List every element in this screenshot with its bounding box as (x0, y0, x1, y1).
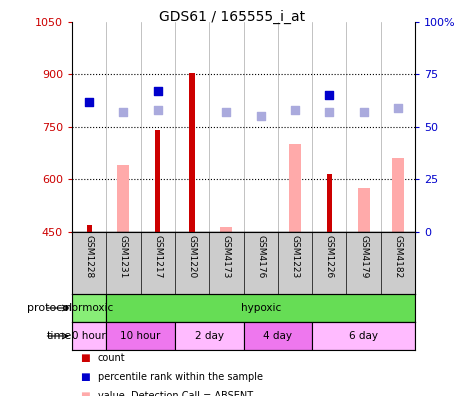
Text: GSM4179: GSM4179 (359, 235, 368, 278)
Text: GSM4173: GSM4173 (222, 235, 231, 278)
Bar (327, 174, 332, 232)
Text: ■: ■ (80, 391, 90, 396)
Text: GSM1231: GSM1231 (119, 235, 128, 278)
Bar (220, 227, 232, 232)
Bar (289, 145, 301, 232)
Point (394, 105, 402, 111)
Text: 10 hour: 10 hour (120, 331, 161, 341)
Point (326, 109, 333, 116)
Text: protocol: protocol (27, 303, 72, 313)
Point (154, 107, 161, 113)
Bar (72, 322, 106, 350)
Text: time: time (47, 331, 72, 341)
Text: 2 day: 2 day (195, 331, 224, 341)
Text: hypoxic: hypoxic (240, 303, 281, 313)
Bar (358, 188, 370, 232)
Text: GSM1217: GSM1217 (153, 235, 162, 278)
Bar (72, 294, 106, 322)
Text: normoxic: normoxic (65, 303, 113, 313)
Text: GSM1220: GSM1220 (187, 235, 197, 278)
Text: count: count (98, 353, 125, 363)
Point (360, 109, 367, 116)
Bar (189, 73, 195, 232)
Bar (312, 322, 415, 350)
Bar (392, 158, 404, 232)
Bar (244, 322, 312, 350)
Text: value, Detection Call = ABSENT: value, Detection Call = ABSENT (98, 391, 253, 396)
Text: GSM4182: GSM4182 (393, 235, 402, 278)
Text: GDS61 / 165555_i_at: GDS61 / 165555_i_at (159, 10, 306, 24)
Text: 4 day: 4 day (263, 331, 292, 341)
Point (86, 99, 93, 105)
Text: GSM1228: GSM1228 (85, 235, 93, 278)
Point (257, 113, 265, 120)
Text: GSM4176: GSM4176 (256, 235, 265, 278)
Text: GSM1226: GSM1226 (325, 235, 334, 278)
Bar (175, 322, 244, 350)
Text: ■: ■ (80, 353, 90, 363)
Point (120, 109, 127, 116)
Text: GSM1223: GSM1223 (291, 235, 299, 278)
Text: 6 day: 6 day (349, 331, 378, 341)
Bar (155, 131, 160, 232)
Bar (86, 225, 92, 232)
Bar (106, 322, 175, 350)
Text: 0 hour: 0 hour (72, 331, 106, 341)
Point (326, 92, 333, 99)
Point (223, 109, 230, 116)
Text: percentile rank within the sample: percentile rank within the sample (98, 372, 263, 382)
Text: ■: ■ (80, 372, 90, 382)
Point (154, 88, 161, 95)
Bar (118, 166, 129, 232)
Point (291, 107, 299, 113)
